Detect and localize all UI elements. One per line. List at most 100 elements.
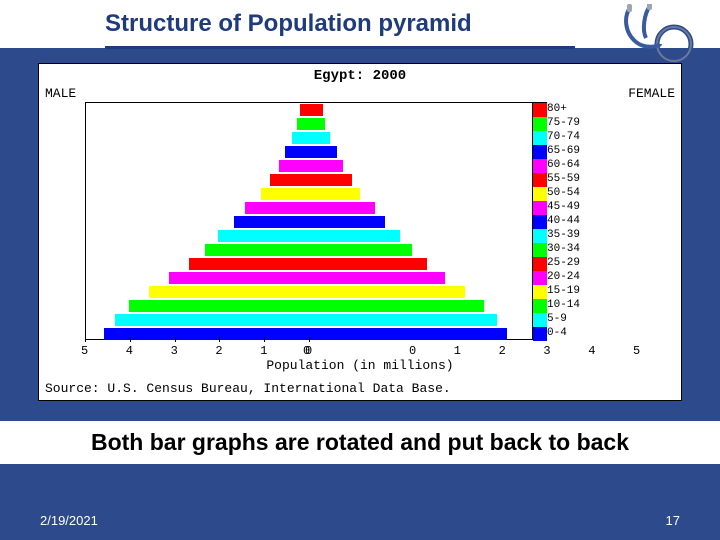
center-strip-block	[533, 131, 547, 145]
age-group-label: 20-24	[547, 270, 591, 284]
female-label: FEMALE	[628, 86, 675, 101]
x-tick-left: 3	[171, 344, 178, 358]
age-group-label: 30-34	[547, 242, 591, 256]
female-bar	[310, 117, 325, 131]
center-strip-block	[533, 215, 547, 229]
body-text-band: Both bar graphs are rotated and put back…	[0, 421, 720, 464]
slide-footer: 2/19/2021 17	[0, 513, 720, 528]
age-group-label: 0-4	[547, 326, 591, 340]
male-bar	[189, 257, 310, 271]
x-tick-left: 2	[215, 344, 222, 358]
age-group-label: 40-44	[547, 214, 591, 228]
female-bar	[310, 187, 360, 201]
body-text: Both bar graphs are rotated and put back…	[0, 429, 720, 456]
age-group-label: 5-9	[547, 312, 591, 326]
x-tick-left: 1	[260, 344, 267, 358]
age-group-label: 75-79	[547, 116, 591, 130]
age-group-label: 65-69	[547, 144, 591, 158]
center-strip-block	[533, 271, 547, 285]
x-tick-left: 5	[81, 344, 88, 358]
female-bar	[310, 131, 330, 145]
center-strip-block	[533, 229, 547, 243]
slide-title: Structure of Population pyramid	[105, 10, 472, 38]
age-group-label: 15-19	[547, 284, 591, 298]
male-bar	[279, 159, 310, 173]
age-group-label: 25-29	[547, 256, 591, 270]
x-tick-right: 5	[633, 344, 640, 358]
chart-title: Egypt: 2000	[39, 64, 681, 84]
center-strip-block	[533, 243, 547, 257]
chart-source: Source: U.S. Census Bureau, Internationa…	[45, 381, 451, 396]
slide: Structure of Population pyramid Egypt: 2…	[0, 0, 720, 540]
x-axis-label: Population (in millions)	[39, 358, 681, 373]
female-bar	[310, 201, 375, 215]
x-tick-right: 2	[499, 344, 506, 358]
x-axis: 5432101234500	[85, 342, 637, 356]
center-strip-block	[533, 117, 547, 131]
male-label: MALE	[45, 86, 76, 101]
title-underline	[105, 46, 575, 49]
male-bar	[292, 131, 310, 145]
female-bar	[310, 229, 400, 243]
male-bar	[297, 117, 310, 131]
male-bar	[129, 299, 310, 313]
x-tick-right: 4	[588, 344, 595, 358]
center-strip-block	[533, 299, 547, 313]
title-band: Structure of Population pyramid	[0, 0, 720, 48]
x-tick-left: 4	[126, 344, 133, 358]
female-bar	[310, 299, 484, 313]
center-strip-block	[533, 313, 547, 327]
center-strip-block	[533, 327, 547, 341]
stethoscope-icon	[616, 4, 700, 68]
center-strip-block	[533, 103, 547, 117]
x-tick-zero-right: 0	[409, 344, 416, 358]
center-strip-block	[533, 201, 547, 215]
male-bar	[270, 173, 310, 187]
female-bar	[310, 257, 427, 271]
age-group-label: 60-64	[547, 158, 591, 172]
male-bar	[169, 271, 310, 285]
age-group-label: 10-14	[547, 298, 591, 312]
female-bar	[310, 215, 385, 229]
center-strip-block	[533, 257, 547, 271]
male-bar	[104, 327, 310, 341]
x-tick-right: 1	[454, 344, 461, 358]
male-bar	[149, 285, 310, 299]
x-tick-zero-left: 0	[303, 344, 310, 358]
center-strip-block	[533, 159, 547, 173]
center-strip-block	[533, 145, 547, 159]
footer-page: 17	[666, 513, 680, 528]
female-bar	[310, 327, 507, 341]
center-strip-block	[533, 285, 547, 299]
male-bar	[218, 229, 310, 243]
center-strip-block	[533, 187, 547, 201]
female-bar	[310, 313, 497, 327]
male-bar	[300, 103, 310, 117]
male-bar	[234, 215, 310, 229]
male-bar	[115, 313, 310, 327]
pyramid-plot	[85, 102, 533, 340]
male-bar	[205, 243, 310, 257]
female-bar	[310, 173, 352, 187]
age-group-label: 35-39	[547, 228, 591, 242]
male-bar	[245, 201, 310, 215]
female-bar	[310, 243, 412, 257]
female-bar	[310, 103, 323, 117]
female-bar	[310, 159, 343, 173]
age-labels: 80+75-7970-7465-6960-6455-5950-5445-4940…	[547, 102, 591, 340]
center-color-strip	[533, 102, 547, 340]
male-bar	[285, 145, 310, 159]
male-bar	[261, 187, 310, 201]
female-bar	[310, 271, 445, 285]
age-group-label: 50-54	[547, 186, 591, 200]
footer-date: 2/19/2021	[40, 513, 98, 528]
age-group-label: 45-49	[547, 200, 591, 214]
pyramid-chart: Egypt: 2000 MALE FEMALE 80+75-7970-7465-…	[38, 63, 682, 401]
female-bar	[310, 285, 465, 299]
age-group-label: 80+	[547, 102, 591, 116]
female-bar	[310, 145, 337, 159]
x-tick-right: 3	[543, 344, 550, 358]
center-strip-block	[533, 173, 547, 187]
age-group-label: 70-74	[547, 130, 591, 144]
age-group-label: 55-59	[547, 172, 591, 186]
